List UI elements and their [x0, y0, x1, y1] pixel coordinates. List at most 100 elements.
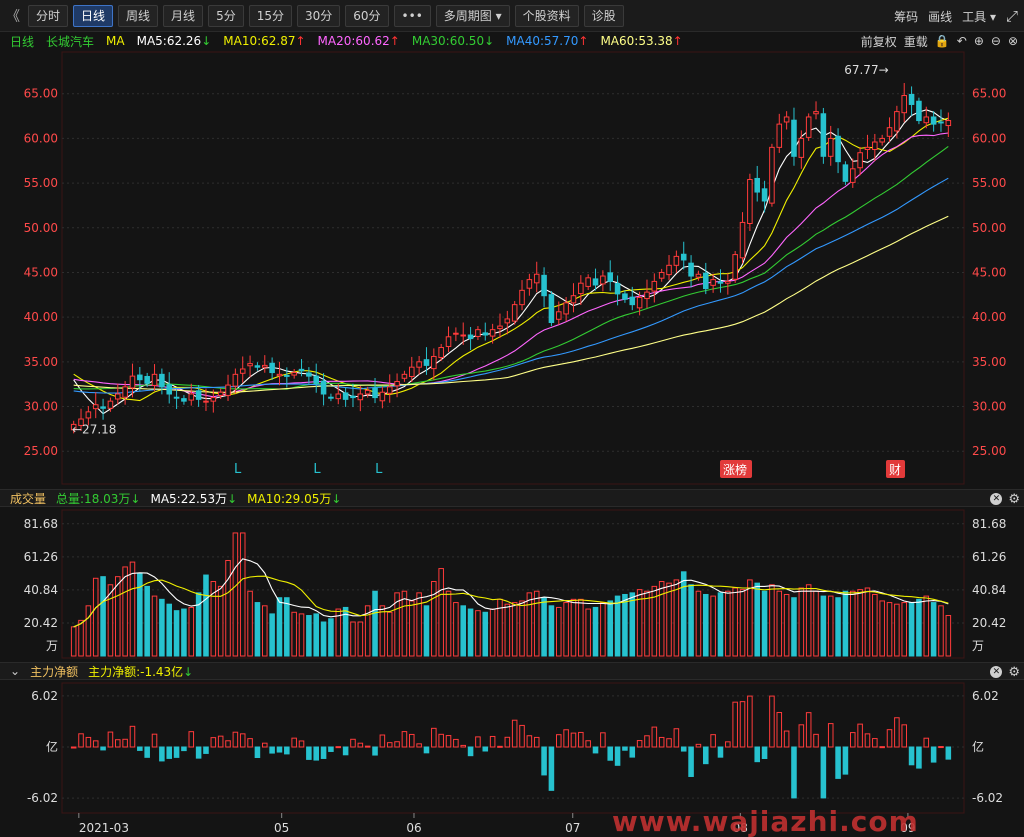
volume-settings-icon[interactable]: ⚙: [1008, 491, 1020, 507]
netflow-bar: [688, 746, 694, 777]
volume-bar: [151, 595, 158, 657]
stock-profile-button[interactable]: 个股资料: [514, 4, 579, 27]
netflow-bar: [320, 746, 327, 759]
zoom-out-icon[interactable]: ⊖: [990, 34, 1001, 48]
candle-down: [467, 334, 474, 340]
candle-up: [805, 116, 812, 138]
tab-daily[interactable]: 日线: [73, 4, 114, 27]
netflow-bar: [614, 746, 621, 766]
draw-line-button[interactable]: 画线: [928, 9, 953, 24]
netflow-bar: [173, 746, 180, 758]
tab-5min[interactable]: 5分: [208, 4, 244, 27]
ma60-line: [73, 215, 949, 393]
l-marker: L: [375, 462, 383, 477]
lock-icon[interactable]: 🔒: [934, 34, 950, 48]
netflow-bar: [511, 719, 518, 748]
candle-down: [320, 380, 327, 395]
volume-bar: [658, 581, 665, 657]
collapse-left-icon[interactable]: 《: [6, 8, 20, 25]
diagnose-button[interactable]: 诊股: [583, 4, 624, 27]
candle-down: [328, 396, 334, 399]
l-marker: L: [313, 462, 321, 477]
volume-bar: [394, 592, 400, 657]
candle-up: [644, 291, 650, 300]
price-chart[interactable]: 65.00 65.00 60.00 60.00 55.00 55.00 50.00 50.00…: [0, 50, 1024, 488]
candle-up: [725, 280, 731, 284]
tab-monthly[interactable]: 月线: [163, 4, 204, 27]
candle-down: [761, 188, 768, 202]
more-periods-button[interactable]: •••: [393, 4, 431, 27]
candle-up: [122, 386, 128, 398]
volume-bar: [181, 608, 187, 657]
fullscreen-icon[interactable]: ⤢: [1005, 7, 1018, 25]
close-netflow-icon[interactable]: ✕: [990, 666, 1003, 678]
volume-total: 总量:18.03万↓: [56, 491, 141, 506]
candle-up: [555, 311, 562, 320]
candle-down: [350, 395, 356, 399]
volume-bar: [945, 615, 952, 657]
candle-up: [666, 264, 672, 276]
netflow-bar: [629, 746, 636, 758]
volume-chart[interactable]: 81.68 81.68 61.26 61.26 40.84 40.84 20.42 20.42…: [0, 508, 1024, 660]
volume-bar: [519, 600, 525, 657]
netflow-bar: [886, 729, 893, 748]
netflow-bar: [497, 745, 503, 748]
netflow-bar: [144, 746, 150, 758]
netflow-bar: [732, 701, 738, 748]
netflow-collapse-icon[interactable]: ⌄: [10, 664, 21, 678]
candle-up: [732, 254, 738, 280]
netflow-bar: [717, 746, 724, 758]
netflow-chart[interactable]: 6.02 6.02 亿 亿 -6.02 -6.02 2021-03 05 06 07 08 09: [0, 681, 1024, 837]
netflow-settings-icon[interactable]: ⚙: [1008, 664, 1020, 680]
netflow-bar: [379, 734, 386, 748]
volume-tick-right: 20.42: [972, 616, 1006, 630]
netflow-bar: [475, 736, 481, 748]
x-axis-label: 09: [900, 821, 915, 835]
zoom-in-icon[interactable]: ⊕: [973, 34, 984, 48]
netflow-bar: [386, 742, 393, 748]
volume-bar: [901, 602, 908, 657]
tab-weekly[interactable]: 周线: [118, 4, 159, 27]
tools-dropdown[interactable]: 工具 ▾: [962, 9, 996, 24]
candle-up: [894, 111, 900, 132]
netflow-tick-left: 亿: [46, 739, 58, 754]
candle-up: [247, 363, 253, 367]
candle-up: [386, 386, 393, 394]
volume-bar: [783, 593, 790, 657]
tab-15min[interactable]: 15分: [248, 4, 292, 27]
netflow-bar: [482, 746, 489, 752]
netflow-bar: [938, 746, 944, 749]
ma40-value: MA40:57.70↑: [506, 34, 589, 48]
candle-up: [813, 111, 819, 115]
price-tick-left: 50.00: [24, 221, 58, 235]
close-icon[interactable]: ⊗: [1007, 34, 1018, 48]
candle-down: [607, 272, 614, 282]
multi-period-dropdown[interactable]: 多周期图 ▾: [435, 4, 510, 27]
tab-60min[interactable]: 60分: [345, 4, 389, 27]
close-volume-icon[interactable]: ✕: [990, 493, 1003, 505]
candle-up: [497, 325, 503, 330]
volume-tick-left: 20.42: [24, 616, 58, 630]
netflow-bar: [827, 723, 834, 748]
candle-up: [636, 296, 643, 309]
netflow-bar: [92, 740, 99, 748]
undo-icon[interactable]: ↶: [956, 34, 967, 48]
volume-bar: [555, 606, 562, 657]
volume-bar: [592, 606, 599, 657]
chip-distribution-button[interactable]: 筹码: [894, 9, 919, 24]
tab-30min[interactable]: 30分: [296, 4, 341, 27]
volume-bar: [144, 585, 150, 657]
volume-bar: [350, 621, 356, 657]
volume-tick-right: 81.68: [972, 517, 1006, 531]
volume-bar: [570, 598, 577, 657]
candle-down: [541, 274, 547, 297]
volume-bar: [372, 590, 378, 657]
volume-bar: [467, 608, 474, 657]
candle-down: [629, 296, 636, 306]
reload-button[interactable]: 重载: [903, 34, 928, 49]
forward-adjust-button[interactable]: 前复权: [860, 34, 897, 49]
candle-up: [504, 318, 511, 324]
candle-up: [585, 277, 591, 287]
tab-intraday[interactable]: 分时: [28, 4, 69, 27]
l-marker: L: [234, 462, 242, 477]
